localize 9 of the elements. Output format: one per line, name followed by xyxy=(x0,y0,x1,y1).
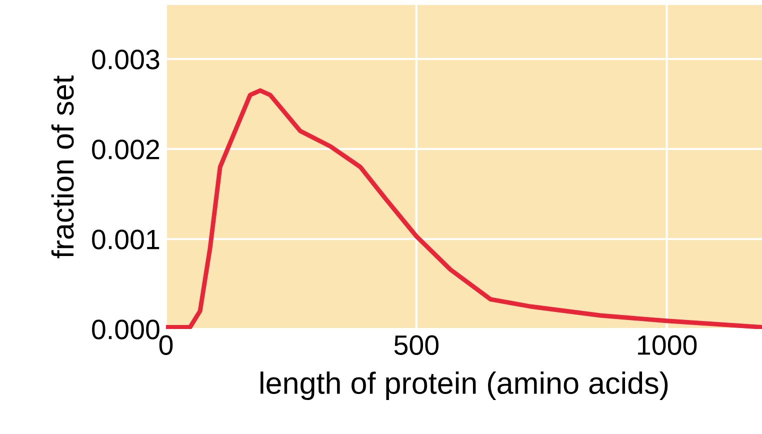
y-tick-label: 0.000 xyxy=(92,320,160,340)
x-axis-title: length of protein (amino acids) xyxy=(260,372,668,400)
x-tick-label: 0 xyxy=(159,335,173,355)
y-tick-label: 0.002 xyxy=(92,140,160,160)
y-axis-title: fraction of set xyxy=(51,76,74,258)
x-tick-label: 500 xyxy=(394,335,439,355)
x-tick-label: 1000 xyxy=(638,335,697,355)
y-tick-label: 0.003 xyxy=(92,50,160,70)
y-tick-label: 0.001 xyxy=(92,230,160,250)
